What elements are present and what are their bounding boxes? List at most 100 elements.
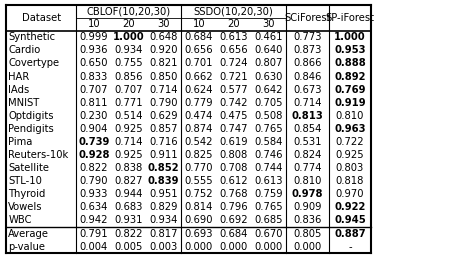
Text: 0.999: 0.999 (80, 32, 108, 42)
Text: HAR: HAR (8, 71, 29, 82)
Text: 0.707: 0.707 (80, 85, 108, 95)
Text: Cardio: Cardio (8, 45, 40, 55)
Text: 0.791: 0.791 (80, 229, 108, 239)
Text: 0.684: 0.684 (219, 229, 248, 239)
Text: 0.000: 0.000 (255, 242, 283, 252)
Text: 0.866: 0.866 (293, 58, 322, 68)
Text: 0.508: 0.508 (255, 111, 283, 121)
Text: 0.004: 0.004 (80, 242, 108, 252)
Text: 0.934: 0.934 (115, 45, 143, 55)
Text: 0.951: 0.951 (149, 189, 178, 199)
Text: 0.846: 0.846 (293, 71, 321, 82)
Text: SCiForest: SCiForest (284, 13, 331, 23)
Text: 0.920: 0.920 (149, 45, 178, 55)
Text: 0.945: 0.945 (334, 215, 366, 225)
Text: 0.629: 0.629 (149, 111, 178, 121)
Text: Pendigits: Pendigits (8, 124, 54, 134)
Text: 0.818: 0.818 (336, 176, 364, 186)
Text: 0.822: 0.822 (115, 229, 143, 239)
Text: 0.619: 0.619 (219, 137, 248, 147)
Text: 0.742: 0.742 (219, 98, 248, 108)
Text: 0.577: 0.577 (219, 85, 248, 95)
Text: 0.701: 0.701 (184, 58, 213, 68)
Text: 0.810: 0.810 (293, 176, 321, 186)
Text: 0.673: 0.673 (293, 85, 322, 95)
Text: 0.909: 0.909 (293, 202, 322, 212)
Text: 0.005: 0.005 (115, 242, 143, 252)
Text: MNIST: MNIST (8, 98, 39, 108)
Text: Synthetic: Synthetic (8, 32, 55, 42)
Text: 0.839: 0.839 (148, 176, 180, 186)
Text: 0.773: 0.773 (293, 32, 322, 42)
Text: 0.000: 0.000 (184, 242, 213, 252)
Text: 0.817: 0.817 (149, 229, 178, 239)
Text: 0.978: 0.978 (292, 189, 323, 199)
Text: 0.805: 0.805 (293, 229, 321, 239)
Text: 0.685: 0.685 (255, 215, 283, 225)
Text: 0.925: 0.925 (114, 124, 143, 134)
Text: 0.707: 0.707 (115, 85, 143, 95)
Text: 0.803: 0.803 (336, 163, 364, 173)
Text: 0.790: 0.790 (149, 98, 178, 108)
Text: 0.873: 0.873 (293, 45, 321, 55)
Text: 0.774: 0.774 (293, 163, 322, 173)
Text: 0.765: 0.765 (255, 202, 283, 212)
Text: 0.963: 0.963 (334, 124, 366, 134)
Text: 1.000: 1.000 (113, 32, 145, 42)
Text: 0.721: 0.721 (219, 71, 248, 82)
Text: 0.822: 0.822 (80, 163, 108, 173)
Text: CBLOF(10,20,30): CBLOF(10,20,30) (87, 6, 171, 16)
Text: 0.747: 0.747 (219, 124, 248, 134)
Text: 0.928: 0.928 (78, 150, 109, 160)
Text: 0.624: 0.624 (184, 85, 213, 95)
Text: 0.821: 0.821 (149, 58, 178, 68)
Text: IAds: IAds (8, 85, 29, 95)
Text: 0.944: 0.944 (115, 189, 143, 199)
Text: 0.634: 0.634 (80, 202, 108, 212)
Text: p-value: p-value (8, 242, 45, 252)
Text: WBC: WBC (8, 215, 32, 225)
Text: STL-10: STL-10 (8, 176, 42, 186)
Text: 0.000: 0.000 (293, 242, 321, 252)
Text: 0.904: 0.904 (80, 124, 108, 134)
Text: 0.642: 0.642 (255, 85, 283, 95)
Text: 0.857: 0.857 (149, 124, 178, 134)
Text: SSDO(10,20,30): SSDO(10,20,30) (194, 6, 273, 16)
Text: 0.746: 0.746 (255, 150, 283, 160)
Text: 0.892: 0.892 (334, 71, 366, 82)
Text: 20: 20 (122, 19, 135, 29)
Text: 0.662: 0.662 (184, 71, 213, 82)
Text: 0.936: 0.936 (80, 45, 108, 55)
Text: Satellite: Satellite (8, 163, 49, 173)
Text: 0.640: 0.640 (255, 45, 283, 55)
Text: 0.768: 0.768 (219, 189, 248, 199)
Text: 0.708: 0.708 (219, 163, 248, 173)
Text: 0.829: 0.829 (149, 202, 178, 212)
Text: 0.933: 0.933 (80, 189, 108, 199)
Text: 0.461: 0.461 (255, 32, 283, 42)
Text: 0.692: 0.692 (219, 215, 248, 225)
Text: 0.931: 0.931 (115, 215, 143, 225)
Text: Covertype: Covertype (8, 58, 59, 68)
Text: 0.690: 0.690 (184, 215, 213, 225)
Text: 0.230: 0.230 (80, 111, 108, 121)
Text: 0.925: 0.925 (114, 150, 143, 160)
Text: 0.474: 0.474 (184, 111, 213, 121)
Text: 10: 10 (88, 19, 100, 29)
Text: Thyroid: Thyroid (8, 189, 46, 199)
Text: 30: 30 (157, 19, 170, 29)
Text: 0.555: 0.555 (184, 176, 213, 186)
Text: 0.705: 0.705 (255, 98, 283, 108)
Text: 0.542: 0.542 (184, 137, 213, 147)
Text: 10: 10 (192, 19, 205, 29)
Text: 0.833: 0.833 (80, 71, 108, 82)
Text: 0.874: 0.874 (184, 124, 213, 134)
Text: 0.796: 0.796 (219, 202, 248, 212)
Text: 0.856: 0.856 (115, 71, 143, 82)
Text: 20: 20 (228, 19, 240, 29)
Text: 0.613: 0.613 (255, 176, 283, 186)
Text: 0.919: 0.919 (334, 98, 366, 108)
Text: 0.953: 0.953 (334, 45, 366, 55)
Text: SP-iForest: SP-iForest (326, 13, 374, 23)
Text: 0.514: 0.514 (115, 111, 143, 121)
